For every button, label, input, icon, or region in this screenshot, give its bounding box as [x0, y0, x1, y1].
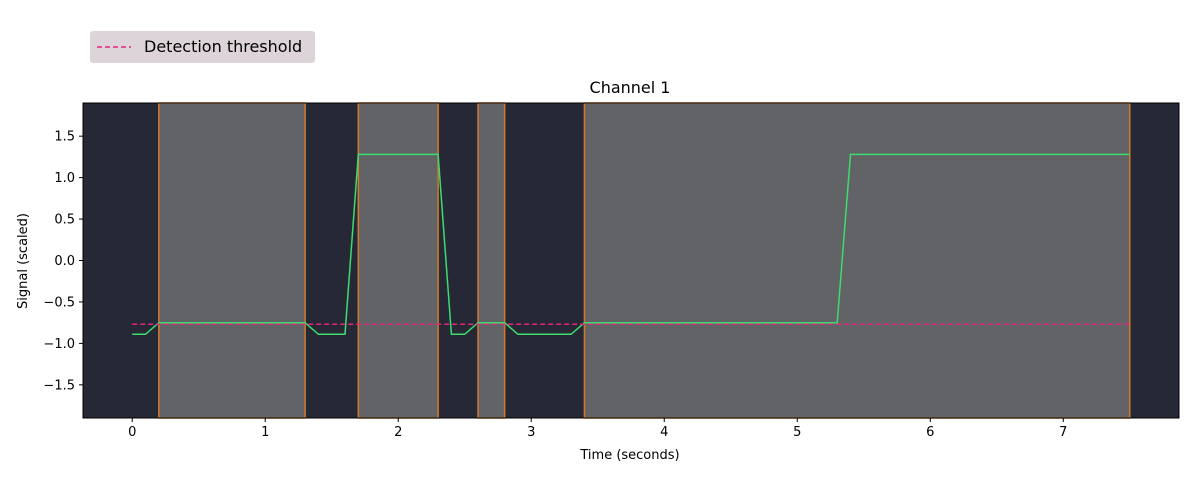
y-tick-label: 1.0 — [54, 171, 75, 186]
x-tick-label: 0 — [128, 425, 136, 440]
x-axis-title: Time (seconds) — [579, 448, 679, 463]
highlight-span — [583, 102, 1131, 419]
legend-threshold-label: Detection threshold — [144, 37, 302, 56]
legend: Detection threshold — [90, 31, 315, 63]
x-tick-label: 4 — [660, 425, 668, 440]
x-tick-label: 6 — [926, 425, 934, 440]
y-tick-label: 0.5 — [54, 213, 75, 228]
x-tick-label: 2 — [394, 425, 402, 440]
series-lines — [132, 153, 1130, 336]
chart-title: Channel 1 — [590, 78, 671, 97]
y-tick-label: −1.5 — [43, 378, 75, 393]
x-tick-label: 7 — [1059, 425, 1067, 440]
highlight-spans — [158, 102, 1131, 419]
y-axis: 1.5 1.0 0.5 0.0 −0.5 −1.0 −1.5 — [43, 130, 83, 393]
y-axis-title: Signal (scaled) — [16, 213, 31, 309]
y-tick-label: 0.0 — [54, 254, 75, 269]
legend-box — [90, 31, 315, 63]
highlight-span — [357, 102, 439, 419]
y-tick-label: 1.5 — [54, 130, 75, 145]
y-tick-label: −1.0 — [43, 337, 75, 352]
highlight-span — [477, 102, 506, 419]
x-tick-label: 3 — [527, 425, 535, 440]
signal-line — [132, 153, 1130, 336]
x-tick-label: 5 — [793, 425, 801, 440]
x-tick-label: 1 — [261, 425, 269, 440]
highlight-span — [158, 102, 306, 419]
x-axis: 0 1 2 3 4 5 6 7 — [128, 418, 1067, 440]
y-tick-label: −0.5 — [43, 295, 75, 310]
